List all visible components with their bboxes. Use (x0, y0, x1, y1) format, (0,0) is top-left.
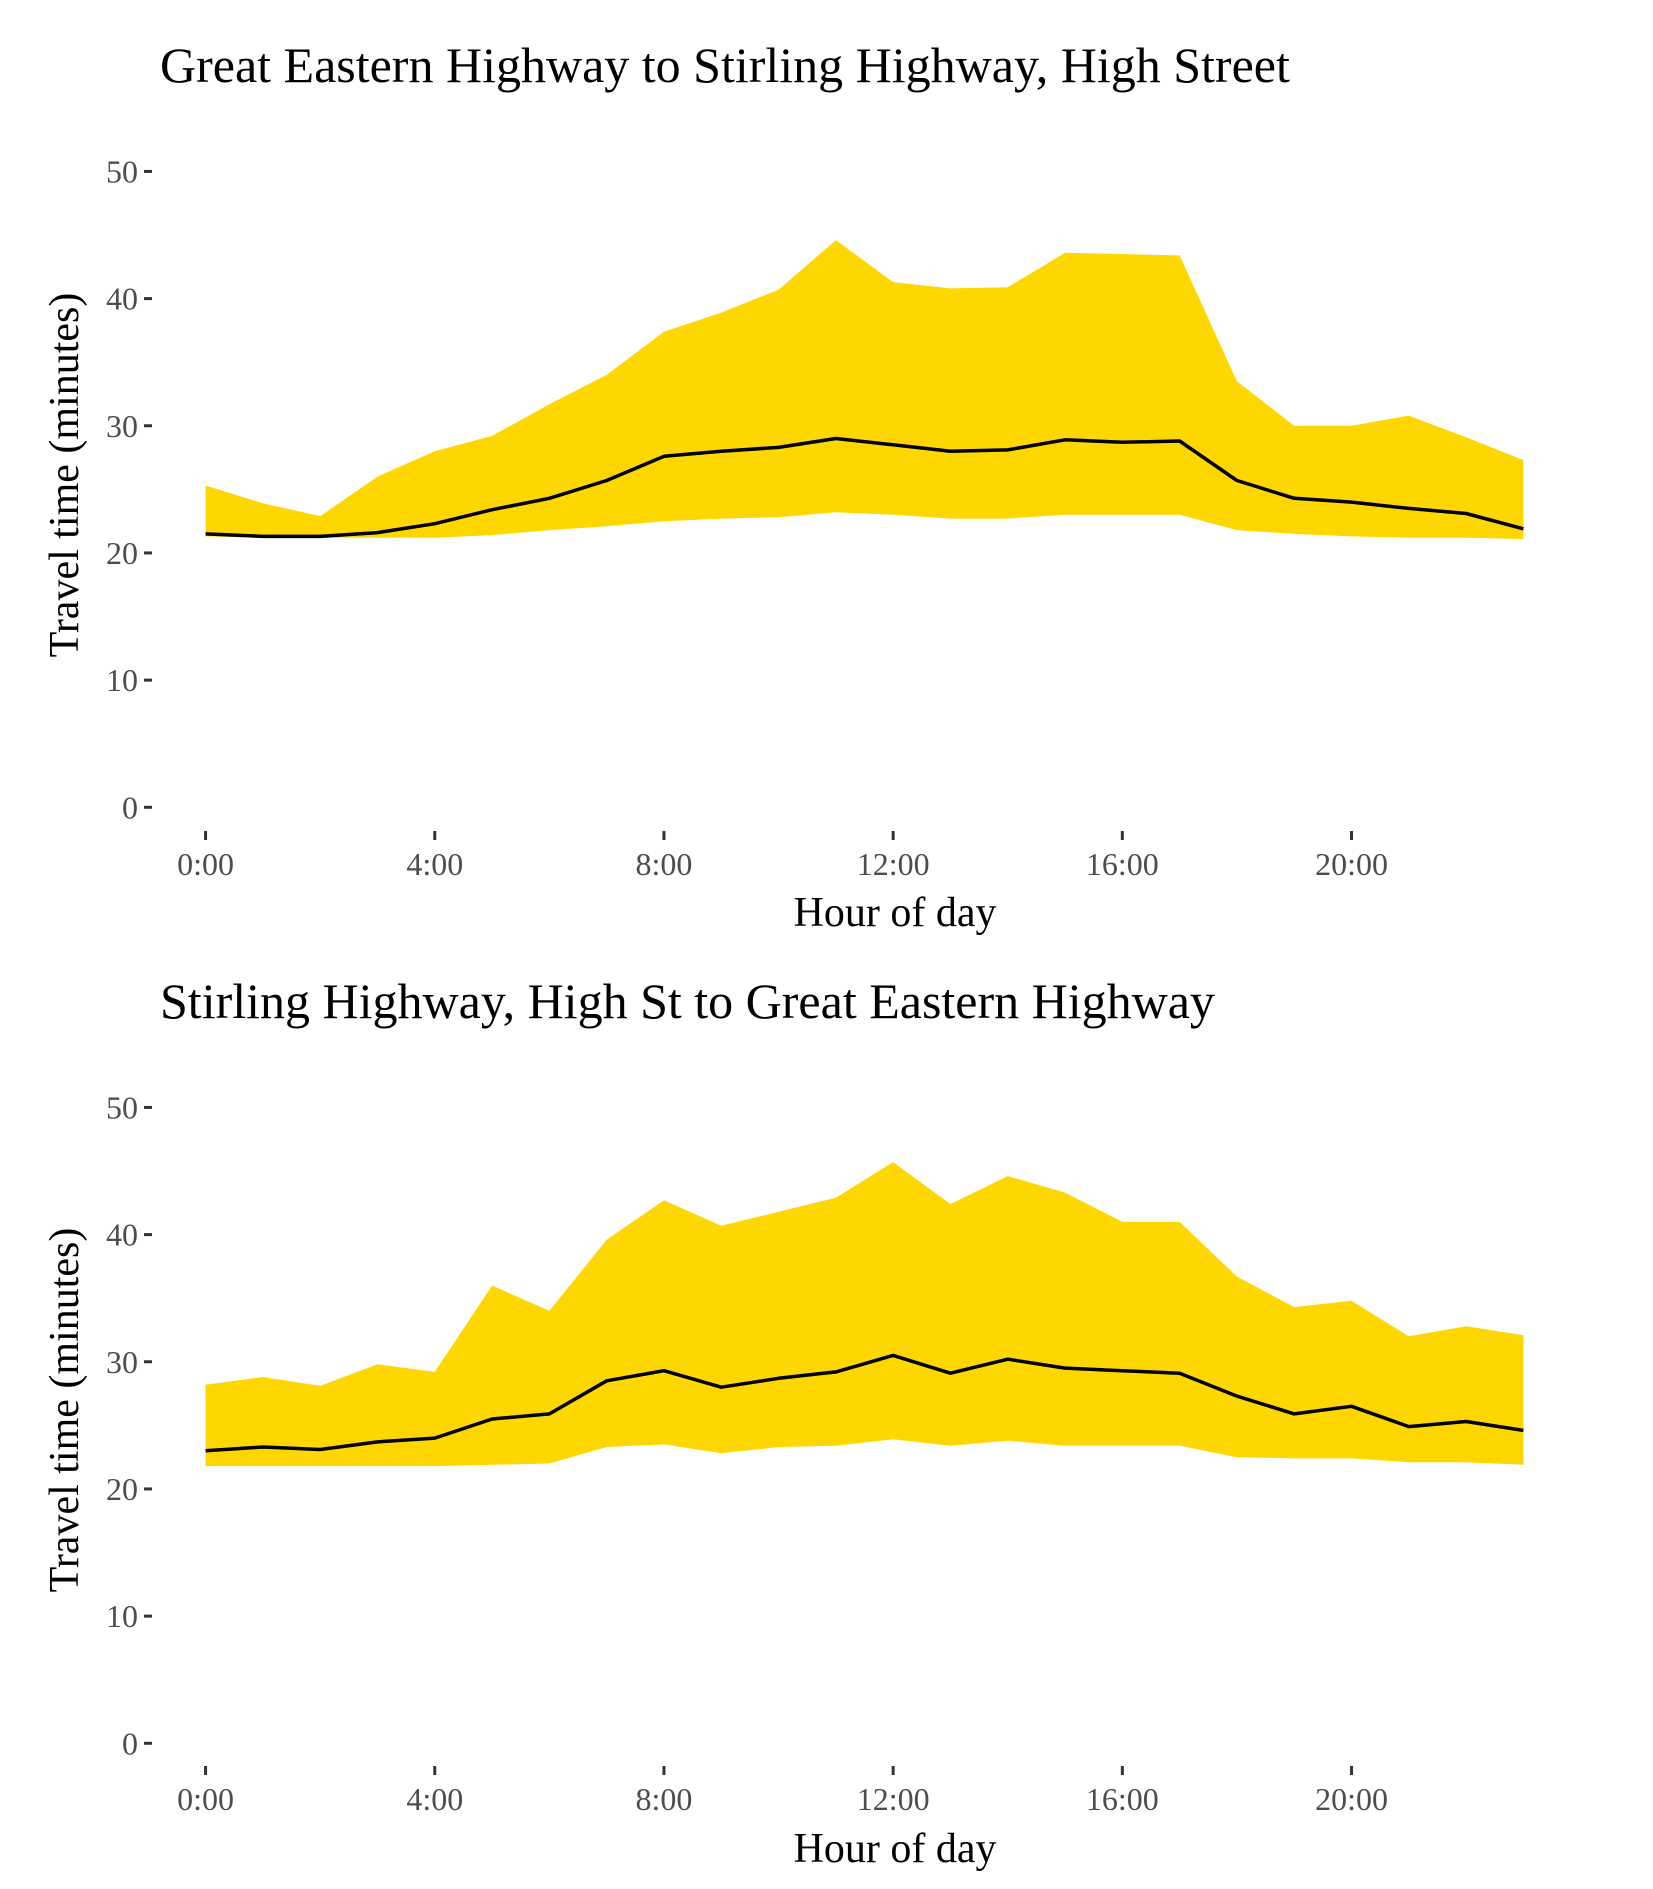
y-axis-title: Travel time (minutes) (42, 293, 88, 658)
y-tick-label: 10 (106, 662, 138, 698)
y-tick-label: 0 (122, 789, 138, 825)
x-tick-label: 8:00 (636, 846, 693, 882)
chart-panel-1: Great Eastern Highway to Stirling Highwa… (42, 37, 1524, 936)
x-axis-title: Hour of day (794, 890, 997, 936)
x-tick-label: 4:00 (406, 1781, 463, 1817)
y-tick-label: 0 (122, 1725, 138, 1761)
x-tick-label: 0:00 (177, 846, 234, 882)
y-tick-label: 40 (106, 1217, 138, 1253)
average-travel-time-line (205, 436, 1524, 539)
x-tick-label: 0:00 (177, 1781, 234, 1817)
travel-time-range-band (205, 1162, 1524, 1467)
y-tick-label: 50 (106, 153, 138, 189)
x-tick-label: 12:00 (857, 1781, 930, 1817)
chart-panel-2: Stirling Highway, High St to Great Easte… (42, 973, 1524, 1872)
x-tick-label: 20:00 (1315, 1781, 1388, 1817)
x-axis: 0:00 4:00 8:00 12:00 16:00 20:00 (177, 1766, 1388, 1817)
y-axis: 0 10 20 30 40 50 (106, 153, 152, 825)
y-tick-label: 30 (106, 408, 138, 444)
x-tick-label: 8:00 (636, 1781, 693, 1817)
x-tick-label: 12:00 (857, 846, 930, 882)
y-tick-label: 20 (106, 1471, 138, 1507)
y-tick-label: 20 (106, 535, 138, 571)
y-axis: 0 10 20 30 40 50 (106, 1089, 152, 1761)
x-tick-label: 20:00 (1315, 846, 1388, 882)
y-tick-label: 10 (106, 1598, 138, 1634)
x-tick-label: 4:00 (406, 846, 463, 882)
chart-title: Stirling Highway, High St to Great Easte… (160, 973, 1215, 1029)
y-tick-label: 30 (106, 1344, 138, 1380)
chart-title: Great Eastern Highway to Stirling Highwa… (160, 37, 1290, 93)
x-axis: 0:00 4:00 8:00 12:00 16:00 20:00 (177, 831, 1388, 882)
y-axis-title: Travel time (minutes) (42, 1228, 88, 1593)
travel-time-range-band (205, 240, 1524, 539)
x-tick-label: 16:00 (1086, 1781, 1159, 1817)
x-tick-label: 16:00 (1086, 846, 1159, 882)
y-tick-label: 50 (106, 1089, 138, 1125)
y-tick-label: 40 (106, 281, 138, 317)
average-travel-time-line (205, 1353, 1524, 1453)
x-axis-title: Hour of day (794, 1826, 997, 1872)
